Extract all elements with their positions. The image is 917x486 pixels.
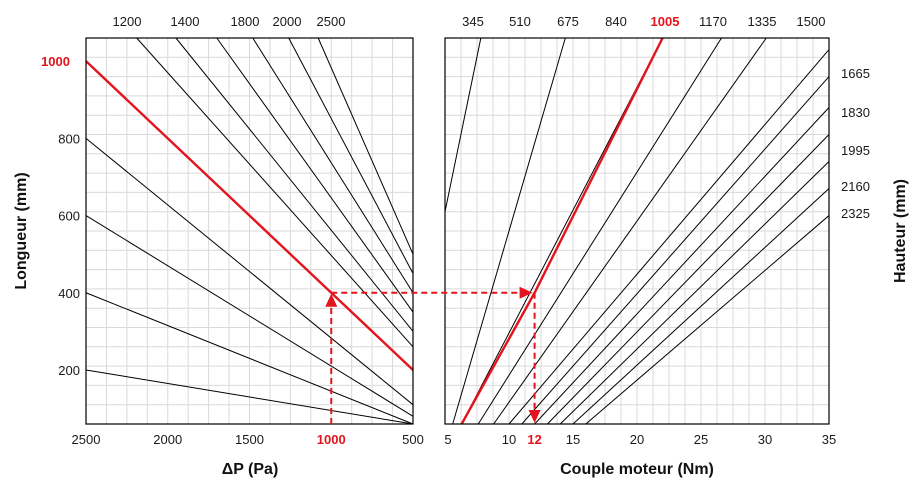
left-series-line-7 xyxy=(216,37,414,313)
left-panel-frame xyxy=(85,37,414,425)
left-top-label: 1200 xyxy=(113,14,142,29)
left-x-tick: 1000 xyxy=(317,432,346,447)
right-series-line-4 xyxy=(493,37,767,425)
right-side-label: 1995 xyxy=(841,143,870,158)
left-y-axis-title: Longueur (mm) xyxy=(13,172,30,289)
right-series-line-1 xyxy=(452,37,566,425)
right-side-label: 2325 xyxy=(841,206,870,221)
right-x-axis-title: Couple moteur (Nm) xyxy=(560,461,714,478)
left-y-tick: 200 xyxy=(58,363,80,378)
left-y-tick-highlight: 1000 xyxy=(41,54,70,69)
arrow-up-icon xyxy=(325,293,338,307)
right-x-tick: 15 xyxy=(566,432,580,447)
right-series-line-5 xyxy=(508,49,830,425)
left-x-tick: 1500 xyxy=(235,432,264,447)
right-series-line-8 xyxy=(547,134,830,425)
left-series-line-10 xyxy=(317,37,414,255)
left-x-axis-title: ΔP (Pa) xyxy=(222,461,279,478)
left-grid xyxy=(86,38,413,424)
left-y-tick: 800 xyxy=(58,131,80,146)
right-x-tick: 20 xyxy=(630,432,644,447)
right-y-axis-title: Hauteur (mm) xyxy=(892,179,909,283)
left-series-line-8 xyxy=(252,37,414,294)
right-side-label: 2160 xyxy=(841,179,870,194)
left-series-line-1 xyxy=(85,292,414,425)
right-top-label: 675 xyxy=(557,14,579,29)
right-side-label: 1830 xyxy=(841,105,870,120)
right-series-line-10 xyxy=(572,188,830,425)
right-x-tick: 30 xyxy=(758,432,772,447)
right-series-line-7 xyxy=(534,107,830,425)
right-x-tick: 25 xyxy=(694,432,708,447)
left-series-line-0 xyxy=(85,369,414,425)
right-x-tick: 35 xyxy=(822,432,836,447)
left-x-tick: 500 xyxy=(402,432,424,447)
right-series-line-6 xyxy=(521,76,830,425)
left-series-line-9 xyxy=(288,37,414,274)
right-top-label: 1500 xyxy=(797,14,826,29)
left-x-tick: 2500 xyxy=(72,432,101,447)
left-y-tick: 600 xyxy=(58,209,80,224)
left-x-tick: 2000 xyxy=(153,432,182,447)
left-top-label: 2000 xyxy=(273,14,302,29)
right-top-label: 345 xyxy=(462,14,484,29)
right-top-label: 1170 xyxy=(699,14,727,29)
left-series-line-5 xyxy=(136,37,414,348)
right-top-label: 1005 xyxy=(651,14,680,29)
right-top-label: 1335 xyxy=(748,14,777,29)
right-side-label: 1665 xyxy=(841,66,870,81)
left-series-line-6 xyxy=(175,37,414,332)
left-series-line-3 xyxy=(85,137,414,406)
left-top-label: 1400 xyxy=(171,14,200,29)
right-top-label: 510 xyxy=(509,14,531,29)
right-grid xyxy=(445,38,829,424)
right-x-tick: 10 xyxy=(502,432,516,447)
right-x-tick: 5 xyxy=(444,432,451,447)
arrow-right-icon xyxy=(519,286,533,299)
right-series-line-11 xyxy=(585,215,830,425)
right-series-line-3 xyxy=(477,37,722,425)
left-top-label: 2500 xyxy=(317,14,346,29)
arrow-down-icon xyxy=(528,410,541,423)
left-series-line-2 xyxy=(85,215,414,417)
right-series-line-9 xyxy=(559,161,830,425)
left-top-label: 1800 xyxy=(231,14,260,29)
right-top-label: 840 xyxy=(605,14,627,29)
left-y-tick: 400 xyxy=(58,286,80,301)
right-series-line-0 xyxy=(444,37,482,212)
right-panel-frame xyxy=(444,37,830,425)
right-x-tick: 12 xyxy=(527,432,541,447)
